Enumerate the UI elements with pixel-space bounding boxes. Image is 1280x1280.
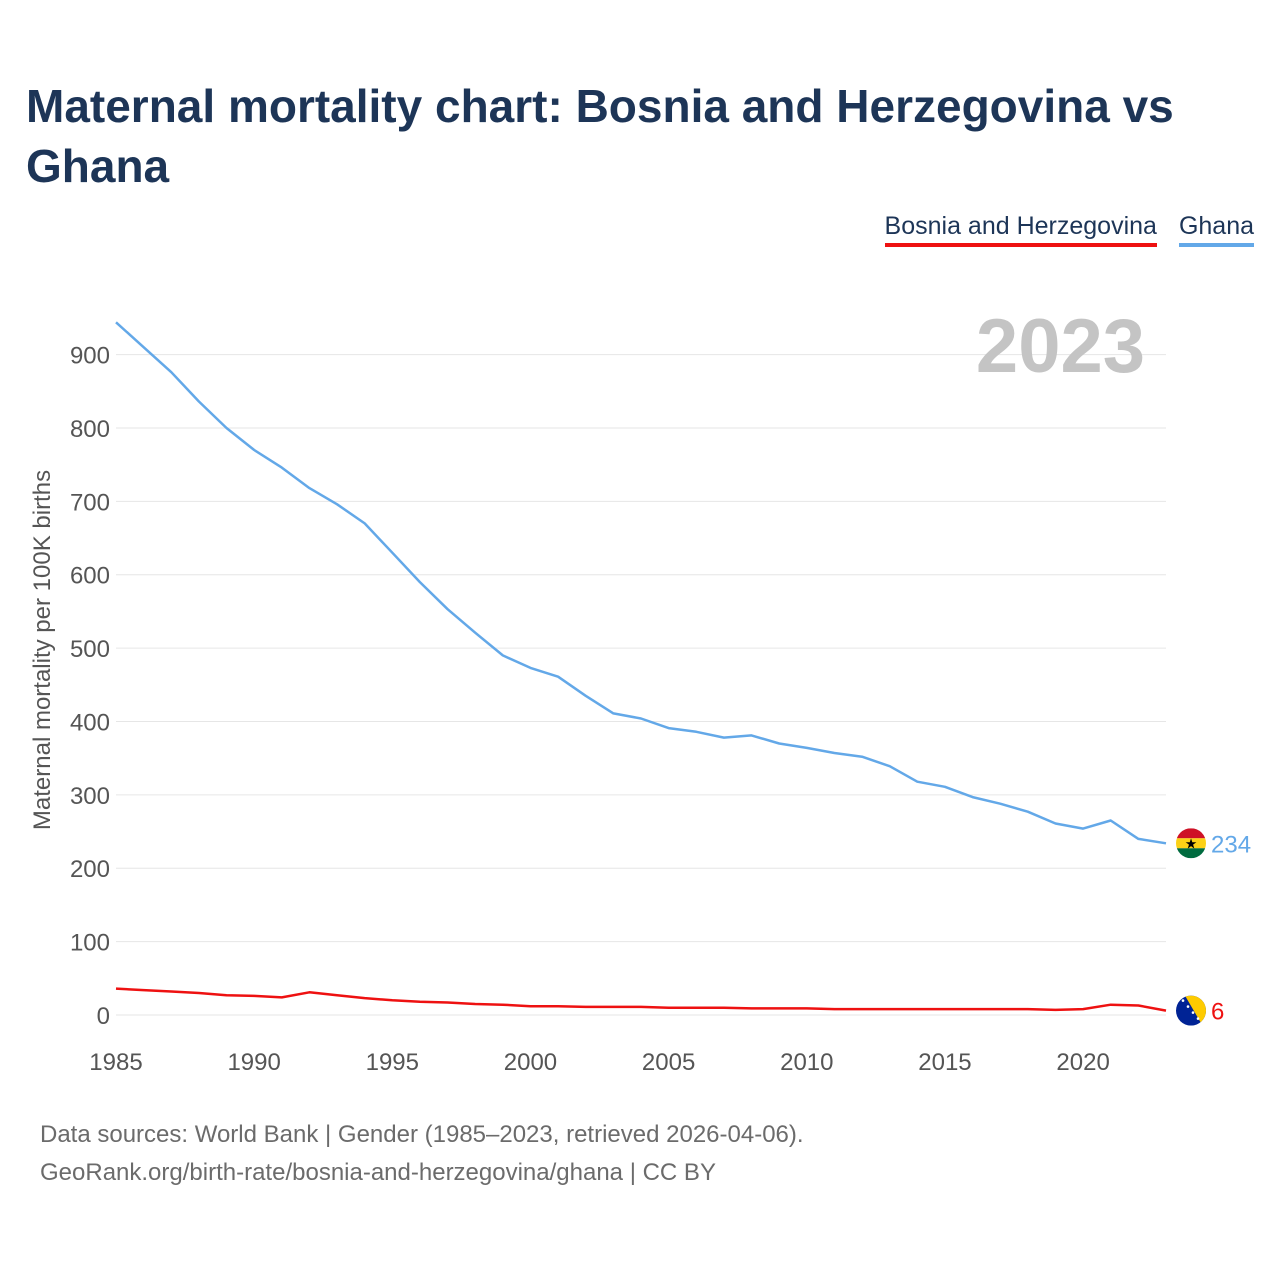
grid-lines <box>116 354 1166 1016</box>
svg-text:★: ★ <box>1185 836 1198 852</box>
x-tick-label: 2005 <box>642 1049 695 1076</box>
y-tick-label: 100 <box>70 930 110 957</box>
legend: Bosnia and Herzegovina Ghana <box>884 212 1254 247</box>
end-value-label: 6 <box>1211 999 1224 1026</box>
y-axis-ticks: 0 100 200 300 400 500 600 700 800 900 <box>70 343 110 1030</box>
x-tick-label: 1995 <box>366 1049 419 1076</box>
series-line-ghana <box>115 321 1167 845</box>
x-axis-ticks: 1985 1990 1995 2000 2005 2010 2015 2020 <box>89 1049 1109 1076</box>
x-tick-label: 2010 <box>780 1049 833 1076</box>
series-end-markers: 6 ★ 234 <box>1176 828 1251 1026</box>
end-value-label: 234 <box>1211 831 1251 858</box>
y-axis-label: Maternal mortality per 100K births <box>29 470 56 830</box>
x-tick-label: 2000 <box>504 1049 557 1076</box>
y-tick-label: 200 <box>70 856 110 883</box>
y-tick-label: 300 <box>70 783 110 810</box>
legend-item-ghana[interactable]: Ghana <box>1178 212 1254 247</box>
y-tick-label: 800 <box>70 416 110 443</box>
y-tick-label: 500 <box>70 636 110 663</box>
page-title: Maternal mortality chart: Bosnia and Her… <box>26 80 1174 192</box>
data-source: Data sources: World Bank | Gender (1985–… <box>40 1121 804 1148</box>
series-lines <box>115 321 1167 1012</box>
x-tick-label: 2020 <box>1056 1049 1109 1076</box>
x-tick-label: 1990 <box>227 1049 280 1076</box>
y-tick-label: 600 <box>70 563 110 590</box>
credit: GeoRank.org/birth-rate/bosnia-and-herzeg… <box>40 1159 716 1186</box>
legend-item-bosnia-and-herzegovina[interactable]: Bosnia and Herzegovina <box>884 212 1157 247</box>
series-line-bosnia-and-herzegovina <box>115 987 1167 1012</box>
bosnia-flag-icon <box>1176 995 1206 1026</box>
ghana-flag-icon: ★ <box>1176 828 1206 859</box>
y-tick-label: 700 <box>70 489 110 516</box>
x-tick-label: 2015 <box>918 1049 971 1076</box>
x-tick-label: 1985 <box>89 1049 142 1076</box>
footer: Data sources: World Bank | Gender (1985–… <box>40 1116 804 1192</box>
y-tick-label: 0 <box>97 1003 110 1030</box>
y-tick-label: 900 <box>70 343 110 370</box>
y-tick-label: 400 <box>70 709 110 736</box>
year-watermark: 2023 <box>976 304 1145 389</box>
